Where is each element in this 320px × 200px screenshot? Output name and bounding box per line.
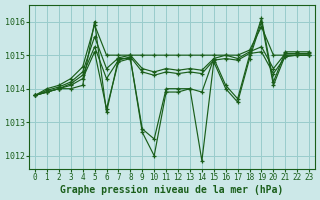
X-axis label: Graphe pression niveau de la mer (hPa): Graphe pression niveau de la mer (hPa) — [60, 185, 284, 195]
